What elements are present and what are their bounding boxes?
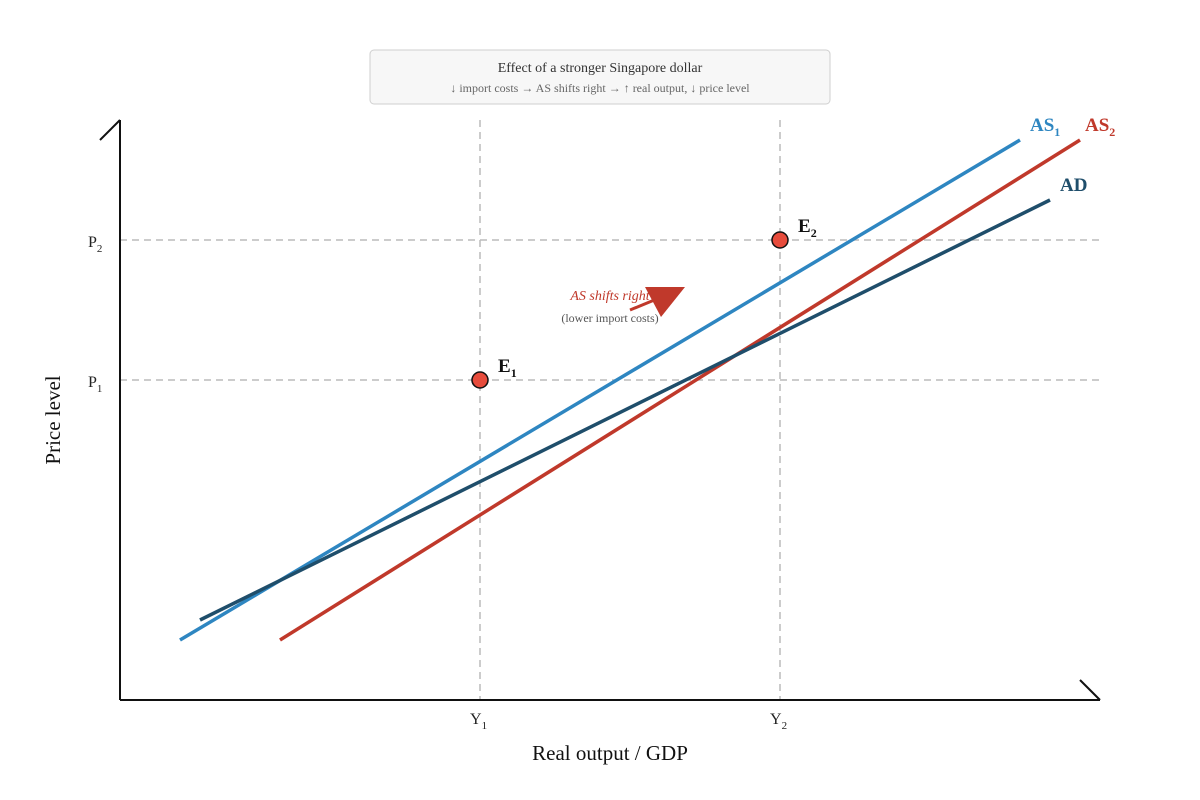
annotation-note: (lower import costs) [561,311,658,325]
label-as2: AS2 [1085,115,1115,139]
annotation-label: AS shifts right [569,289,650,304]
curve-ad [199,198,1051,622]
curve-as2 [279,138,1081,642]
tick-p2: P2 [88,234,102,255]
x-axis-label: Real output / GDP [532,741,688,765]
y-axis-label: Price level [41,375,65,464]
guide-lines [120,120,1100,700]
caption-box: Effect of a stronger Singapore dollar ↓ … [369,49,831,105]
tick-y2: Y2 [770,711,787,732]
point-e1 [471,371,489,389]
label-as1: AS1 [1030,115,1060,139]
x-axis-tip [1079,679,1101,701]
caption-subtitle: ↓ import costs → AS shifts right → ↑ rea… [450,81,750,95]
caption-title: Effect of a stronger Singapore dollar [498,61,703,76]
label-e2: E2 [798,216,817,240]
label-e1: E1 [498,356,517,380]
label-ad: AD [1060,175,1087,196]
axes [99,119,1101,701]
tick-p1: P1 [88,374,102,395]
point-e2 [771,231,789,249]
shift-arrow-head [645,287,685,317]
shift-annotation: AS shifts right (lower import costs) [561,287,685,325]
tick-y1: Y1 [470,711,487,732]
y-axis-tip [99,119,121,141]
curve-as1 [179,138,1021,642]
